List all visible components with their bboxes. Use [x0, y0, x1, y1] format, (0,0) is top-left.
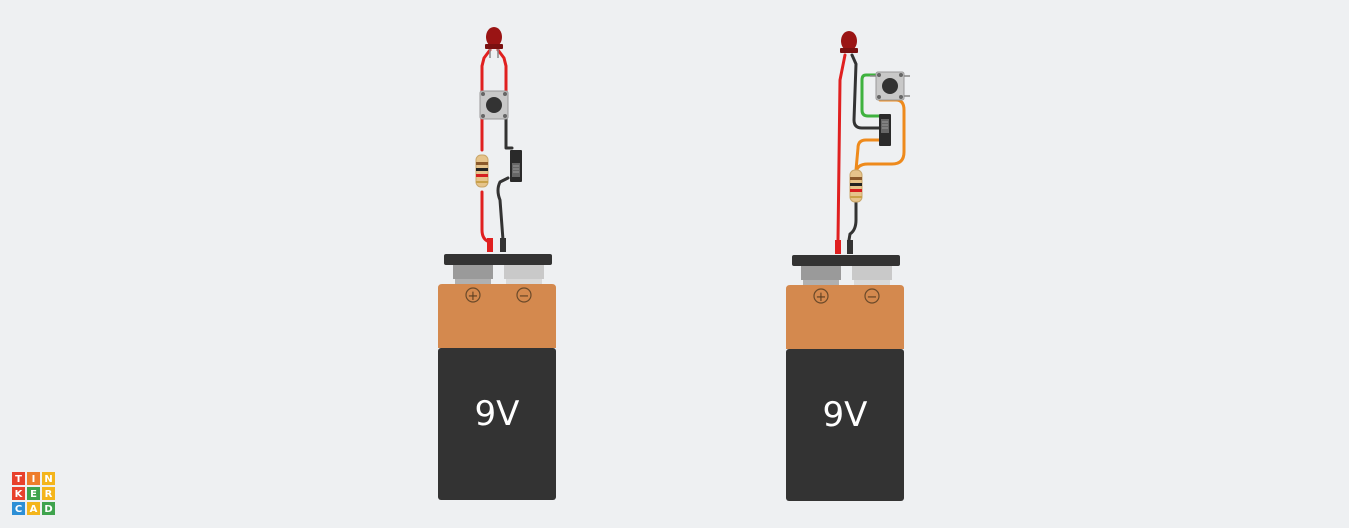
logo-tile: [42, 472, 55, 485]
red-wire-led-to-button-right[interactable]: [496, 48, 508, 94]
minus-terminal-icon: [864, 288, 880, 304]
logo-letter: E: [30, 489, 37, 500]
battery-plus-sign: +: [468, 289, 479, 304]
logo-tile: [27, 502, 40, 515]
circuit-2: + − 9V: [786, 31, 910, 501]
red-wire-led-to-battery[interactable]: [836, 53, 847, 242]
tinkercad-logo: T I N K E R C A D: [12, 472, 55, 515]
logo-tile: [27, 472, 40, 485]
logo-tile: [42, 502, 55, 515]
logo-tile: [27, 487, 40, 500]
battery-voltage-label: 9V: [475, 394, 520, 434]
logo-tile: [12, 487, 25, 500]
red-wire-resistor-to-battery[interactable]: [480, 190, 492, 244]
terminal-minus-pin[interactable]: [500, 238, 506, 252]
circuit-1-wires[interactable]: [480, 48, 514, 244]
logo-tile: [42, 487, 55, 500]
terminal-plus-pin[interactable]: [835, 240, 841, 254]
orange-wire-switch-to-resistor[interactable]: [854, 138, 882, 172]
green-wire-led-to-button[interactable]: [860, 73, 882, 118]
plus-terminal-icon: [465, 287, 481, 303]
logo-letter: I: [32, 474, 36, 485]
logo-tile: [12, 472, 25, 485]
logo-letter: T: [15, 474, 22, 485]
terminal-minus-pin[interactable]: [847, 240, 853, 254]
terminal-plus-pin[interactable]: [487, 238, 493, 252]
push-button[interactable]: [479, 90, 509, 120]
black-wire-button-to-switch[interactable]: [504, 116, 514, 150]
orange-wire-button-to-resistor[interactable]: [854, 98, 906, 176]
circuit-2-wires[interactable]: [836, 53, 906, 242]
battery-9v[interactable]: + − 9V: [438, 254, 556, 500]
logo-letter: A: [30, 504, 38, 515]
slide-switch[interactable]: [510, 150, 522, 182]
battery-9v[interactable]: + − 9V: [786, 255, 904, 501]
push-button[interactable]: [870, 71, 910, 101]
logo-letter: K: [15, 489, 24, 500]
led[interactable]: [840, 31, 858, 53]
led[interactable]: [485, 27, 503, 58]
battery-minus-sign: −: [519, 289, 530, 304]
logo-letter: N: [44, 474, 52, 485]
black-wire-switch-to-battery[interactable]: [496, 176, 510, 242]
red-wire-led-to-button[interactable]: [480, 48, 492, 94]
resistor[interactable]: [475, 154, 489, 188]
logo-letter: D: [44, 504, 52, 515]
logo-letter: C: [15, 504, 22, 515]
battery-voltage-label: 9V: [823, 395, 868, 435]
minus-terminal-icon: [516, 287, 532, 303]
resistor[interactable]: [849, 169, 863, 203]
logo-tile: [12, 502, 25, 515]
slide-switch[interactable]: [879, 114, 891, 146]
battery-plus-sign: +: [816, 290, 827, 305]
logo-letter: R: [45, 489, 53, 500]
plus-terminal-icon: [813, 288, 829, 304]
black-wire-resistor-to-battery[interactable]: [847, 198, 858, 242]
circuit-1: + − 9V: [438, 27, 556, 500]
battery-minus-sign: −: [867, 290, 878, 305]
black-wire-led-to-switch[interactable]: [850, 53, 882, 130]
